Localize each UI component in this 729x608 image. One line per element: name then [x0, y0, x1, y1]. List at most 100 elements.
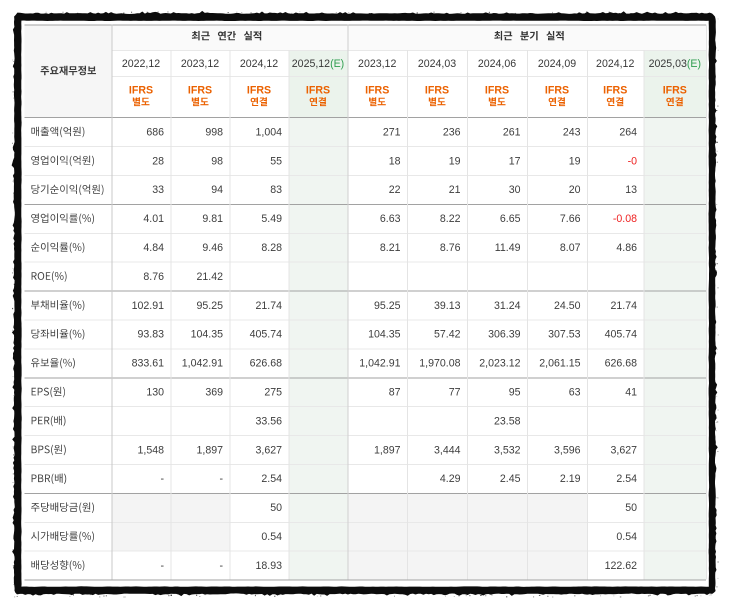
svg-text:17: 17	[509, 155, 521, 167]
svg-text:405.74: 405.74	[250, 329, 283, 341]
svg-text:1,897: 1,897	[374, 444, 401, 456]
svg-text:271: 271	[383, 126, 401, 138]
svg-text:50: 50	[270, 502, 282, 514]
svg-text:3,444: 3,444	[434, 444, 461, 456]
svg-text:21: 21	[449, 184, 461, 196]
svg-text:8.28: 8.28	[261, 242, 282, 254]
svg-text:13: 13	[625, 184, 637, 196]
svg-text:261: 261	[503, 126, 521, 138]
svg-text:63: 63	[569, 387, 581, 399]
svg-text:IFRS: IFRS	[365, 84, 389, 96]
svg-text:IFRS: IFRS	[247, 84, 271, 96]
svg-text:2024,09: 2024,09	[538, 58, 576, 70]
svg-text:22: 22	[389, 184, 401, 196]
svg-text:83: 83	[270, 184, 282, 196]
svg-text:405.74: 405.74	[605, 329, 638, 341]
svg-text:87: 87	[389, 387, 401, 399]
svg-text:8.07: 8.07	[560, 242, 581, 254]
svg-text:95: 95	[509, 387, 521, 399]
svg-text:6.65: 6.65	[500, 213, 521, 225]
svg-text:6.63: 6.63	[380, 213, 401, 225]
svg-text:-: -	[219, 473, 223, 485]
svg-text:2022,12: 2022,12	[122, 58, 160, 70]
svg-text:998: 998	[205, 126, 223, 138]
svg-text:-: -	[160, 473, 164, 485]
svg-text:IFRS: IFRS	[425, 84, 449, 96]
svg-text:4.84: 4.84	[143, 242, 164, 254]
svg-text:-0: -0	[628, 155, 638, 167]
svg-text:2025,12(E): 2025,12(E)	[292, 58, 344, 70]
svg-text:833.61: 833.61	[132, 358, 165, 370]
svg-text:2023,12: 2023,12	[181, 58, 219, 70]
svg-text:3,627: 3,627	[610, 444, 637, 456]
svg-text:104.35: 104.35	[368, 329, 401, 341]
svg-text:2.45: 2.45	[500, 473, 521, 485]
svg-text:2.54: 2.54	[616, 473, 637, 485]
svg-text:2025,03(E): 2025,03(E)	[649, 58, 701, 70]
svg-text:33.56: 33.56	[255, 415, 282, 427]
svg-text:24.50: 24.50	[554, 300, 581, 312]
svg-text:93.83: 93.83	[137, 329, 164, 341]
svg-text:20: 20	[569, 184, 581, 196]
svg-text:0.54: 0.54	[616, 531, 637, 543]
svg-text:8.76: 8.76	[440, 242, 461, 254]
svg-text:57.42: 57.42	[434, 329, 461, 341]
svg-text:41: 41	[625, 387, 637, 399]
svg-text:IFRS: IFRS	[485, 84, 509, 96]
svg-text:275: 275	[264, 387, 282, 399]
svg-text:2024,06: 2024,06	[478, 58, 516, 70]
svg-text:IFRS: IFRS	[663, 84, 687, 96]
svg-text:-0.08: -0.08	[613, 213, 637, 225]
svg-text:98: 98	[211, 155, 223, 167]
svg-text:2024,12: 2024,12	[596, 58, 634, 70]
svg-text:11.49: 11.49	[495, 242, 521, 254]
svg-text:94: 94	[211, 184, 223, 196]
svg-text:39.13: 39.13	[434, 300, 461, 312]
svg-text:21.74: 21.74	[610, 300, 637, 312]
svg-text:3,596: 3,596	[554, 444, 581, 456]
svg-text:306.39: 306.39	[488, 329, 521, 341]
svg-text:2.19: 2.19	[560, 473, 581, 485]
svg-text:IFRS: IFRS	[129, 84, 153, 96]
svg-text:3,532: 3,532	[494, 444, 521, 456]
svg-text:30: 30	[509, 184, 521, 196]
svg-text:4.29: 4.29	[440, 473, 461, 485]
svg-text:18: 18	[389, 155, 401, 167]
svg-text:IFRS: IFRS	[545, 84, 569, 96]
svg-text:19: 19	[449, 155, 461, 167]
svg-text:236: 236	[443, 126, 461, 138]
svg-text:1,548: 1,548	[137, 444, 164, 456]
svg-text:7.66: 7.66	[560, 213, 581, 225]
svg-text:77: 77	[449, 387, 461, 399]
svg-text:686: 686	[146, 126, 164, 138]
svg-text:IFRS: IFRS	[603, 84, 627, 96]
svg-text:104.35: 104.35	[191, 329, 224, 341]
svg-text:307.53: 307.53	[548, 329, 581, 341]
svg-text:55: 55	[270, 155, 282, 167]
svg-text:3,627: 3,627	[255, 444, 282, 456]
svg-text:31.24: 31.24	[494, 300, 521, 312]
svg-text:2024,03: 2024,03	[418, 58, 456, 70]
svg-text:626.68: 626.68	[605, 358, 638, 370]
svg-text:122.62: 122.62	[605, 560, 638, 572]
svg-text:2,023.12: 2,023.12	[479, 358, 520, 370]
svg-text:19: 19	[569, 155, 581, 167]
svg-text:0.54: 0.54	[261, 531, 282, 543]
svg-text:9.46: 9.46	[202, 242, 223, 254]
svg-text:21.42: 21.42	[196, 271, 223, 283]
svg-text:626.68: 626.68	[250, 358, 283, 370]
svg-text:33: 33	[152, 184, 164, 196]
svg-text:8.22: 8.22	[440, 213, 461, 225]
svg-text:21.74: 21.74	[255, 300, 282, 312]
svg-text:95.25: 95.25	[196, 300, 223, 312]
svg-text:4.01: 4.01	[143, 213, 164, 225]
svg-text:2,061.15: 2,061.15	[539, 358, 580, 370]
svg-text:2024,12: 2024,12	[240, 58, 278, 70]
svg-text:8.21: 8.21	[380, 242, 401, 254]
svg-text:-: -	[160, 560, 164, 572]
svg-text:1,004: 1,004	[255, 126, 282, 138]
svg-text:23.58: 23.58	[494, 415, 521, 427]
svg-text:1,897: 1,897	[196, 444, 223, 456]
svg-text:2.54: 2.54	[261, 473, 282, 485]
svg-text:28: 28	[152, 155, 164, 167]
